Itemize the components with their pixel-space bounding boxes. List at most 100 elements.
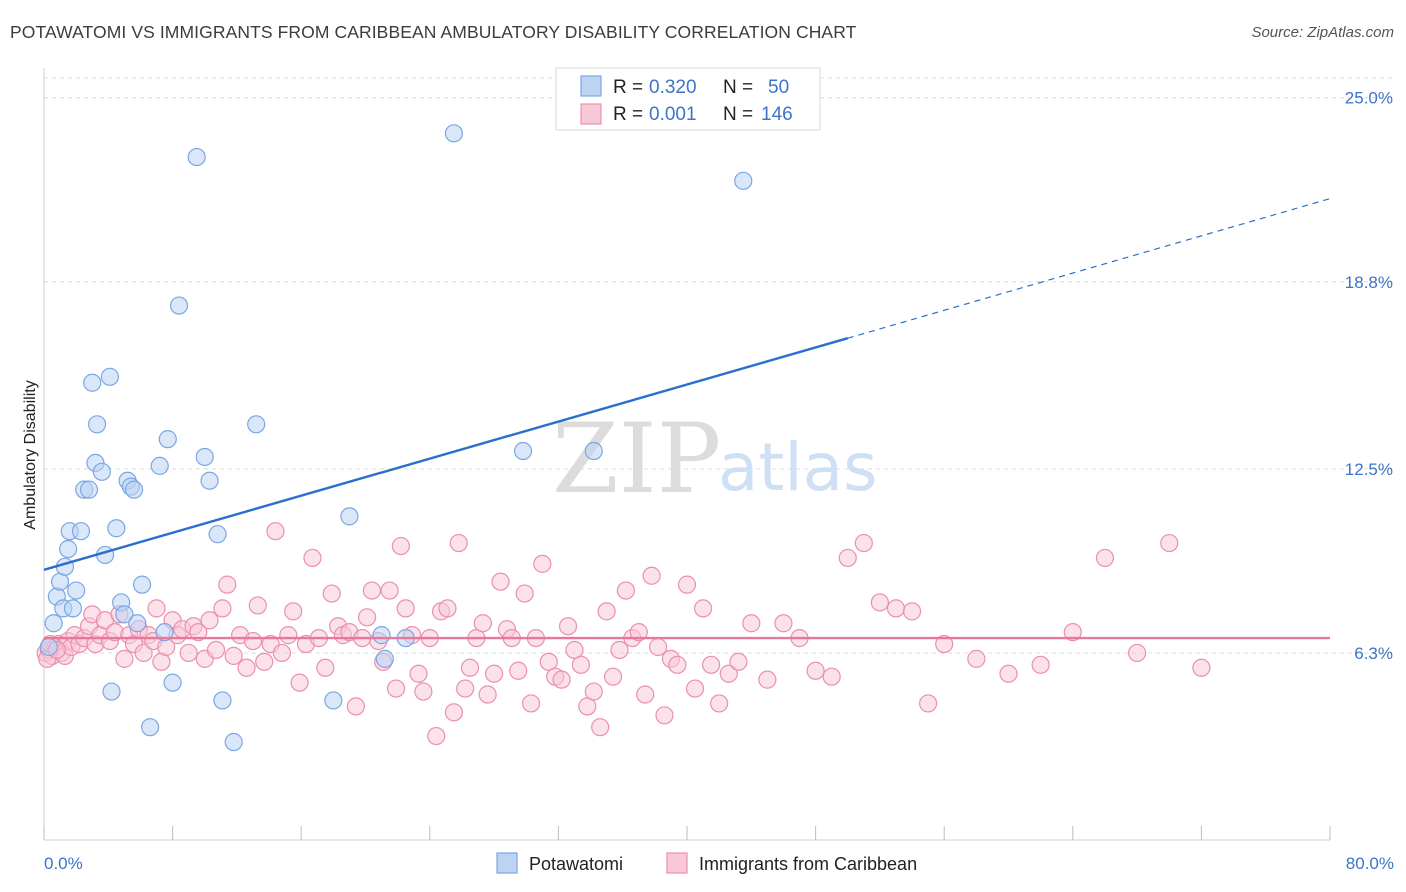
caribbean-point	[1192, 658, 1211, 677]
caribbean-point	[478, 685, 497, 704]
caribbean-point	[603, 667, 623, 686]
potawatomi-point	[71, 522, 91, 541]
legend-swatch-potawatomi	[580, 75, 602, 97]
caribbean-point	[449, 533, 468, 553]
potawatomi-point	[87, 415, 107, 434]
legend-n-value-1: 50	[768, 77, 789, 98]
caribbean-point	[134, 643, 153, 663]
caribbean-point	[999, 664, 1018, 683]
caribbean-point	[358, 608, 377, 627]
potawatomi-trend-line	[43, 337, 849, 571]
potawatomi-point	[155, 623, 174, 642]
caribbean-point	[710, 694, 729, 713]
legend-n-value-2: 146	[761, 104, 793, 125]
bottom-legend: Potawatomi Immigrants from Caribbean	[496, 852, 917, 874]
potawatomi-point	[44, 614, 63, 633]
caribbean-point	[774, 614, 793, 633]
potawatomi-point	[92, 462, 111, 481]
caribbean-point	[266, 522, 285, 541]
y-tick-label: 6.3%	[1354, 644, 1393, 663]
bottom-legend-swatch-potawatomi	[496, 852, 518, 874]
caribbean-point	[719, 664, 738, 683]
bottom-legend-swatch-caribbean	[666, 852, 688, 874]
potawatomi-point	[224, 732, 243, 752]
x-tick-labels: 0.0% 80.0%	[44, 854, 1394, 873]
potawatomi-point	[444, 124, 464, 143]
potawatomi-point	[340, 507, 359, 526]
caribbean-point	[552, 670, 571, 689]
caribbean-point	[362, 581, 382, 600]
caribbean-point	[854, 533, 873, 553]
potawatomi-point	[107, 519, 126, 538]
y-axis-label: Ambulatory Disability	[22, 380, 39, 529]
caribbean-point	[456, 679, 475, 698]
caribbean-point	[200, 611, 219, 630]
potawatomi-point	[375, 649, 394, 668]
caribbean-point	[702, 655, 721, 674]
watermark-atlas: atlas	[718, 429, 878, 506]
caribbean-point	[685, 679, 705, 698]
caribbean-point	[584, 682, 603, 701]
caribbean-point	[303, 548, 322, 568]
legend-r-value-1: 0.320	[649, 77, 697, 98]
potawatomi-point	[200, 471, 219, 490]
caribbean-point	[515, 584, 534, 603]
caribbean-point	[729, 652, 748, 671]
potawatomi-point	[513, 441, 533, 461]
watermark: ZIP atlas	[552, 403, 878, 515]
y-tick-label: 12.5%	[1345, 460, 1393, 479]
caribbean-points	[36, 522, 1211, 746]
potawatomi-point	[734, 171, 753, 190]
caribbean-point	[642, 566, 661, 585]
potawatomi-point	[63, 599, 83, 618]
potawatomi-point	[213, 691, 232, 710]
caribbean-point	[616, 581, 636, 600]
caribbean-point	[521, 694, 541, 713]
gridlines	[44, 77, 1394, 654]
legend-box: R = 0.320 N = 50 R = 0.001 N = 146	[555, 67, 821, 131]
caribbean-point	[822, 667, 841, 686]
bottom-legend-label-potawatomi: Potawatomi	[529, 854, 623, 874]
caribbean-point	[902, 602, 922, 621]
potawatomi-point	[39, 637, 58, 657]
caribbean-point	[427, 726, 446, 746]
caribbean-point	[558, 617, 578, 636]
potawatomi-point	[169, 296, 189, 315]
potawatomi-point	[584, 441, 603, 461]
caribbean-point	[438, 599, 457, 618]
bottom-legend-label-caribbean: Immigrants from Caribbean	[699, 854, 917, 874]
potawatomi-point	[115, 605, 134, 624]
caribbean-point	[886, 599, 906, 618]
caribbean-point	[571, 655, 591, 674]
legend-swatch-caribbean	[580, 103, 602, 125]
potawatomi-point	[208, 525, 227, 544]
caribbean-point	[290, 673, 309, 692]
caribbean-point	[255, 652, 274, 671]
caribbean-point	[213, 599, 232, 618]
caribbean-point	[444, 703, 464, 722]
potawatomi-point	[150, 456, 169, 475]
legend-r-label-1: R =	[613, 77, 643, 98]
potawatomi-point	[140, 718, 160, 737]
caribbean-point	[1095, 548, 1115, 568]
potawatomi-point	[59, 539, 78, 559]
caribbean-point	[677, 575, 697, 594]
caribbean-point	[473, 614, 492, 633]
caribbean-point	[414, 682, 433, 701]
caribbean-point	[610, 640, 629, 660]
potawatomi-point	[102, 682, 121, 701]
caribbean-point	[284, 602, 303, 621]
potawatomi-point	[124, 480, 144, 499]
caribbean-point	[509, 661, 528, 680]
caribbean-point	[591, 718, 610, 737]
potawatomi-point	[128, 614, 147, 633]
potawatomi-point	[100, 367, 120, 386]
caribbean-point	[391, 536, 410, 556]
caribbean-point	[279, 626, 298, 645]
chart-title: POTAWATOMI VS IMMIGRANTS FROM CARIBBEAN …	[10, 22, 857, 42]
caribbean-point	[806, 661, 825, 680]
caribbean-point	[189, 623, 208, 642]
caribbean-point	[380, 581, 399, 600]
legend-n-label-1: N =	[723, 77, 753, 98]
